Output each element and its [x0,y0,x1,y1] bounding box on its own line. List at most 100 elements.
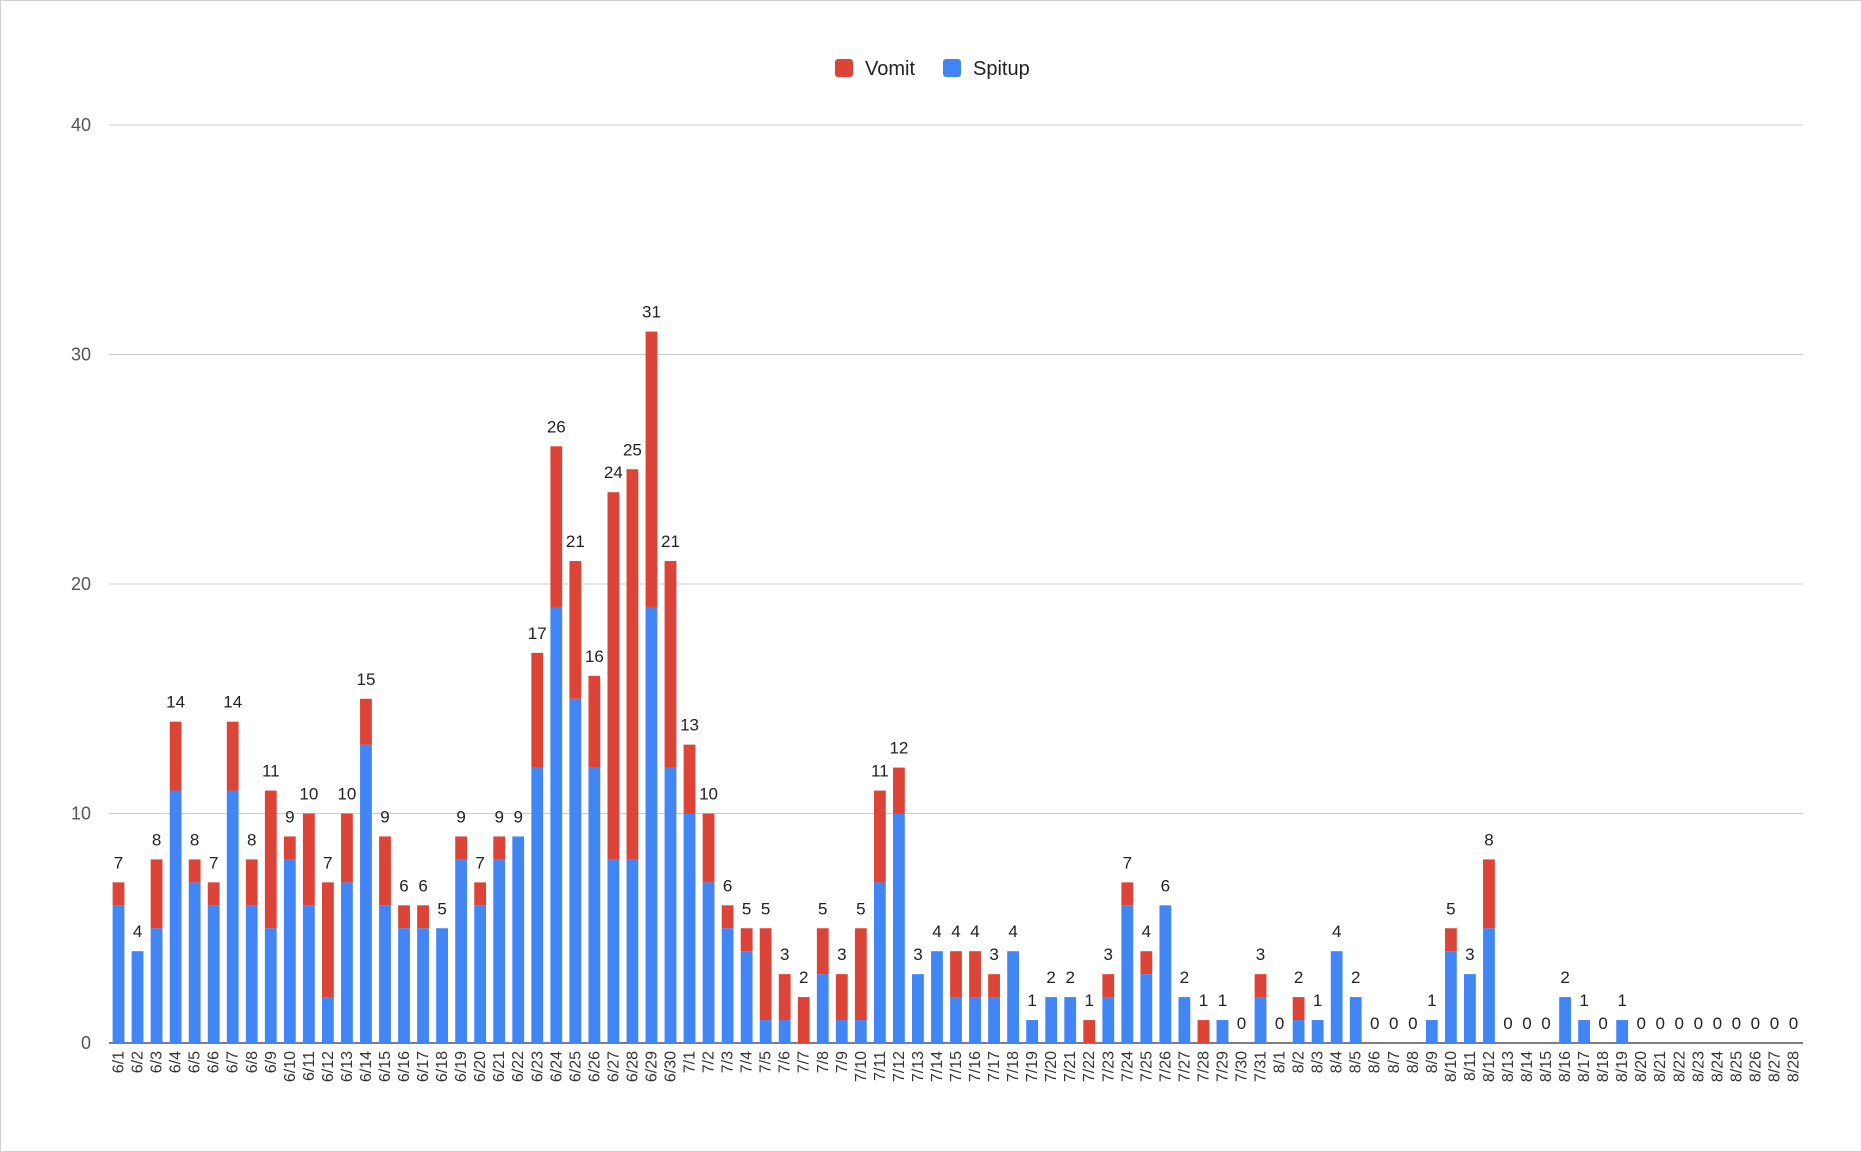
data-label-total: 3 [989,945,998,964]
bar-vomit [588,675,601,768]
data-label-total: 1 [1313,991,1322,1010]
bar-spitup [892,813,905,1043]
bar-spitup [645,606,658,1043]
bar-vomit [1197,1020,1210,1043]
data-label-total: 9 [380,807,389,826]
bar-vomit [455,836,468,860]
bar-spitup [512,836,525,1043]
bar-spitup [1064,997,1077,1043]
data-label-total: 3 [1104,945,1113,964]
bar-spitup [740,951,753,1043]
bar-vomit [302,813,315,906]
legend-item-vomit[interactable]: Vomit [835,58,915,80]
bar-vomit [1121,882,1134,906]
legend-label-spitup: Spitup [973,58,1030,80]
bar-spitup [188,882,201,1043]
data-label-total: 9 [513,807,522,826]
data-label-total: 21 [661,532,680,551]
bar-spitup [245,905,258,1043]
data-label-total: 2 [1294,968,1303,987]
bar-spitup [436,928,448,1043]
data-label-total: 26 [547,417,566,436]
data-label-total: 5 [856,899,865,918]
x-tick-label: 7/11 [872,1051,889,1081]
bar-spitup [1464,974,1476,1043]
bar-vomit [664,561,677,768]
bar-vomit [1444,928,1457,952]
bar-spitup [264,928,277,1043]
bar-vomit [245,859,258,906]
bar-spitup [1254,997,1267,1043]
bar-spitup [1425,1020,1438,1043]
data-label-total: 4 [133,922,142,941]
data-label-total: 0 [1675,1014,1684,1033]
legend-item-spitup[interactable]: Spitup [943,58,1030,80]
data-label-total: 5 [742,899,751,918]
data-label-total: 15 [356,670,375,689]
data-label-total: 0 [1636,1014,1645,1033]
x-tick-label: 8/17 [1576,1051,1593,1082]
bar-spitup [1292,1020,1305,1043]
bar-vomit [207,882,220,906]
x-tick-label: 8/14 [1519,1051,1536,1082]
bar-vomit [988,974,1000,998]
bar-spitup [226,790,239,1043]
x-tick-label: 6/1 [111,1051,128,1073]
bar-vomit [150,859,163,929]
data-label-total: 2 [1560,968,1569,987]
data-label-total: 2 [799,968,808,987]
data-label-total: 6 [418,876,427,895]
x-tick-label: 6/18 [434,1051,451,1082]
x-tick-label: 7/27 [1176,1051,1193,1082]
data-label-total: 11 [262,762,280,781]
x-tick-label: 7/2 [701,1051,718,1073]
x-tick-label: 7/18 [1005,1051,1022,1082]
x-tick-label: 7/19 [1024,1051,1041,1082]
data-label-total: 8 [1484,830,1493,849]
bar-vomit [1140,951,1153,975]
data-label-total: 2 [1065,968,1074,987]
x-tick-label: 7/25 [1138,1051,1155,1082]
bar-vomit [283,836,296,860]
bar-spitup [398,928,410,1043]
y-tick-label: 30 [71,345,91,365]
x-tick-label: 7/23 [1100,1051,1117,1082]
bar-vomit [474,882,487,906]
bar-vomit [683,744,696,814]
bar-spitup [1483,928,1495,1043]
data-label-total: 1 [1199,991,1208,1010]
bar-vomit [969,951,981,998]
data-label-total: 21 [566,532,585,551]
x-tick-label: 8/19 [1614,1051,1631,1082]
x-tick-label: 8/3 [1310,1051,1327,1073]
data-label-total: 14 [166,693,185,712]
data-label-total: 1 [1579,991,1588,1010]
x-tick-label: 8/12 [1481,1051,1498,1082]
x-tick-label: 8/4 [1329,1051,1346,1073]
x-tick-label: 7/31 [1253,1051,1270,1082]
x-tick-label: 6/29 [643,1051,660,1082]
x-tick-label: 8/28 [1785,1051,1802,1082]
data-label-total: 7 [1123,853,1132,872]
bar-vomit [778,974,791,1021]
y-tick-label: 10 [71,804,91,824]
data-label-total: 13 [680,716,699,735]
data-label-total: 8 [247,830,256,849]
data-label-total: 3 [1465,945,1474,964]
bar-spitup [1026,1020,1039,1043]
x-tick-label: 8/13 [1500,1051,1517,1082]
y-axis: 0 10 20 30 40 [71,115,91,1053]
x-tick-label: 6/11 [301,1051,318,1081]
x-tick-label: 6/9 [263,1051,280,1073]
data-label-total: 5 [761,899,770,918]
bar-spitup [341,882,353,1043]
data-label-total: 10 [299,785,318,804]
legend[interactable]: Vomit Spitup [835,58,1030,80]
bar-vomit [816,928,829,975]
bar-spitup [455,859,468,1043]
bar-spitup [664,767,677,1043]
data-label-total: 9 [494,807,503,826]
bar-vomit [493,836,506,860]
